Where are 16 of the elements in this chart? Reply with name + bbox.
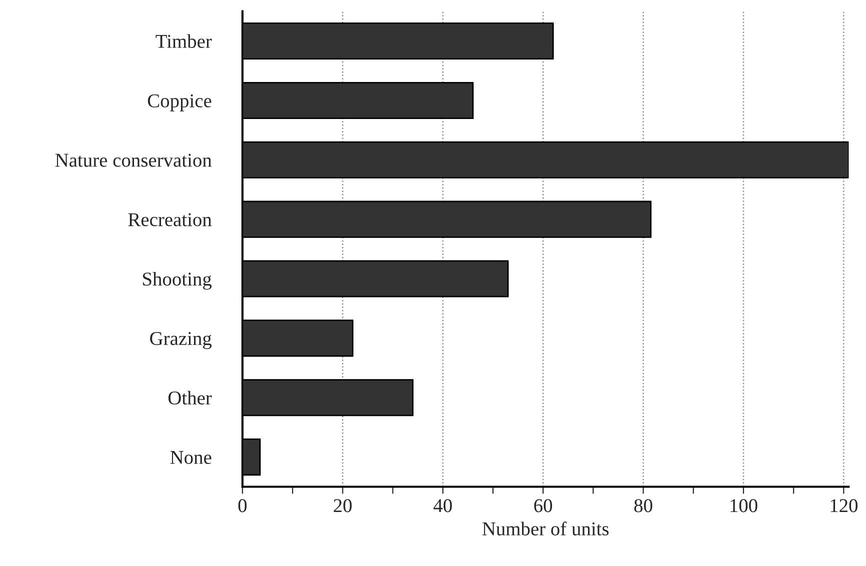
- x-axis-title: Number of units: [482, 522, 609, 536]
- x-tick-label: 80: [634, 499, 652, 512]
- y-tick-label: Coppice: [148, 94, 212, 112]
- x-tick-label: 0: [238, 499, 247, 512]
- y-tick-label: Nature conservation: [55, 154, 212, 167]
- x-tick-label: 100: [730, 499, 758, 512]
- y-tick-label: Other: [168, 390, 212, 405]
- y-tick-label: Recreation: [128, 213, 212, 226]
- x-tick-label: 120: [830, 499, 858, 512]
- y-tick-label: Shooting: [142, 272, 212, 290]
- y-tick-label: Timber: [156, 34, 212, 48]
- x-tick-label: 40: [434, 499, 452, 512]
- y-tick-label: Grazing: [150, 332, 212, 350]
- y-tick-label: None: [170, 451, 212, 464]
- x-tick-label: 20: [334, 499, 352, 512]
- x-tick-label: 60: [534, 499, 552, 512]
